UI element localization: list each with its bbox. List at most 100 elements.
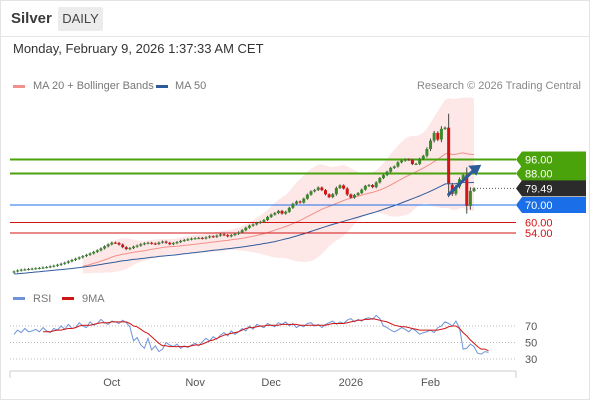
candle [84,254,88,257]
rsi-legend-swatch [13,297,25,300]
candle [121,244,125,248]
candle [30,268,34,270]
level-88-00-label: 88.00 [525,169,553,181]
header-divider [0,36,590,37]
candle [291,203,295,208]
rsi-9ma-line [43,318,489,352]
candle [367,185,371,187]
candle [403,159,407,161]
header: Silver DAILY [0,0,590,36]
ma50-legend-label: MA 50 [175,80,207,92]
candle [139,244,143,246]
candle [262,220,266,222]
ma9-legend-label: 9MA [82,293,105,305]
candle [284,211,288,214]
candle [106,244,110,247]
candle [74,258,78,260]
candle [410,159,414,165]
candle [396,162,400,167]
candle [211,236,215,238]
candle [70,259,74,262]
candle [385,171,389,176]
candle [407,159,411,161]
bollinger-band-area [82,97,475,274]
candle [150,242,154,244]
candle [309,191,313,195]
rsi-tick-30: 30 [525,354,537,366]
timestamp: Monday, February 9, 2026 1:37:33 AM CET [13,41,264,56]
candle [124,247,128,250]
candle [472,188,476,191]
ma50-legend-swatch [156,85,168,88]
candle [99,248,103,251]
candle [189,238,193,240]
candle [356,193,360,196]
timeframe-tab-daily[interactable]: DAILY [58,7,103,31]
forecast-arrow-head [468,164,482,176]
rsi-tick-50: 50 [525,338,537,350]
candle [465,175,469,206]
candle [425,149,429,156]
rsi-line [13,314,489,355]
level-70-00-tag [516,197,586,213]
candle [342,185,346,189]
candle [273,213,277,215]
level-54-00-label: 54.00 [525,228,553,240]
candle [197,237,201,239]
rsi-tick-70: 70 [525,321,537,333]
candle [305,194,309,199]
candle [374,182,378,188]
candle [16,270,20,272]
candle [77,257,81,259]
candle [316,187,320,190]
candle [23,269,27,271]
candle [371,185,375,188]
candle [179,240,183,243]
candle [222,234,226,236]
ma20-legend-label: MA 20 + Bollinger Bands [33,80,154,92]
candle [255,222,259,225]
candle [266,216,270,221]
candles-group [12,113,476,274]
candle [247,225,251,228]
candle [418,158,422,164]
candle [298,201,302,203]
candle [237,232,241,234]
candle [295,201,299,204]
candle [240,230,244,233]
candle [360,189,364,194]
candle [302,198,306,203]
candle [95,250,99,252]
level-96-00-label: 96.00 [525,155,553,167]
candle [37,268,41,269]
candle [153,243,157,245]
credit-text: Research © 2026 Trading Central [416,80,581,92]
candle [63,262,67,264]
candle [45,267,49,269]
candle [233,233,237,236]
level-79-49-tag [516,180,586,197]
candle [378,178,382,183]
candle [171,243,175,245]
candle [313,189,317,192]
candle [251,224,255,226]
candle [135,245,139,247]
level-96-00-tag [516,151,586,168]
candle [157,242,161,245]
candle [168,242,172,245]
candle [363,185,367,190]
candle [164,241,168,243]
candle [287,207,291,212]
candle [421,155,425,159]
candle [443,127,447,129]
candle [327,194,331,198]
candle [429,140,433,149]
candle [186,239,190,241]
candle [276,210,280,214]
x-tick-label: Feb [421,377,440,389]
candle [334,188,338,195]
candle [352,195,356,198]
candle [175,242,179,244]
ma9-legend-swatch [62,297,74,300]
